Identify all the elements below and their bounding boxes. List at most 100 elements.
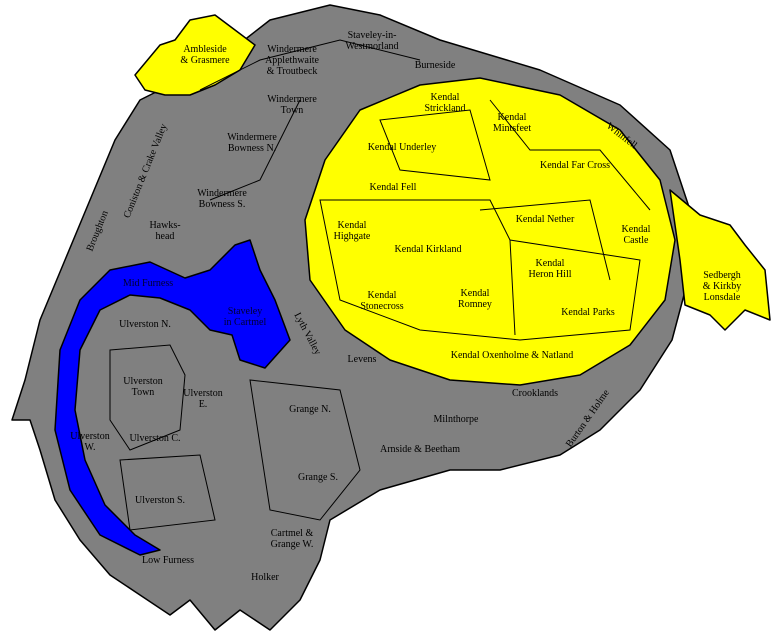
sedbergh-shape (669, 189, 771, 331)
region-label: Kendal Stonecross (360, 290, 403, 312)
label-line: & Troutbeck (267, 66, 318, 77)
label-line: Ambleside (183, 44, 227, 55)
label-line: Staveley (228, 306, 262, 317)
label-line: Bowness N. (228, 143, 276, 154)
label-line: Hawks- (149, 220, 180, 231)
region-label: Milnthorpe (434, 414, 480, 425)
region-label: Grange N. (289, 404, 331, 415)
label-line: Kendal Oxenholme & Natland (451, 350, 573, 361)
boundary (199, 39, 421, 201)
region-label: Kendal Kirkland (395, 244, 462, 255)
label-line: Cartmel & (271, 528, 314, 539)
region-label: Arnside & Beetham (380, 444, 460, 455)
label-line: Kendal Parks (561, 307, 615, 318)
region-label: Crooklands (512, 388, 558, 399)
boundary (479, 99, 651, 336)
label-line: Mintsfeet (493, 123, 532, 134)
region-label: Cartmel & Grange W. (271, 528, 314, 550)
label-line: Ulverston (70, 431, 109, 442)
boundary (319, 199, 641, 341)
label-line: & Grasmere (180, 55, 230, 66)
region-label: Kendal Underley (368, 142, 437, 153)
label-line: Kendal (498, 112, 527, 123)
label-line: Ulverston (123, 376, 162, 387)
label-line: Grange N. (289, 404, 331, 415)
label-line: Romney (458, 299, 492, 310)
label-line: Town (281, 105, 304, 116)
label-line: Arnside & Beetham (380, 444, 460, 455)
region-label: Staveley-in-Westmorland (345, 30, 398, 52)
label-line: Bowness S. (199, 199, 246, 210)
label-line: Applethwaite (265, 55, 319, 66)
label-line: Crooklands (512, 388, 558, 399)
label-line: Kendal (368, 290, 397, 301)
label-line: Kendal (338, 220, 367, 231)
region-label: Mid Furness (123, 278, 173, 289)
label-line: Ulverston (183, 388, 222, 399)
region-label: Kendal Parks (561, 307, 615, 318)
region-label: Kendal Far Cross (540, 160, 610, 171)
label-line: Westmorland (345, 41, 398, 52)
region-label: Hawks-head (149, 220, 180, 242)
label-line: Kendal (431, 92, 460, 103)
region-label: Grange S. (298, 472, 338, 483)
region-label: Windermere Bowness N. (227, 132, 277, 154)
region-label: Staveley in Cartmel (224, 306, 267, 328)
label-line: Stonecross (360, 301, 403, 312)
label-line: E. (199, 399, 208, 410)
label-line: Staveley-in- (348, 30, 397, 41)
label-line: Ulverston N. (119, 319, 171, 330)
label-line: Grange S. (298, 472, 338, 483)
label-line: Ulverston C. (129, 433, 180, 444)
kendal-shape (304, 77, 676, 386)
label-line: Grange W. (271, 539, 314, 550)
label-line: Holker (251, 572, 279, 583)
region-label: Windermere Applethwaite & Troutbeck (265, 44, 319, 77)
region-label: Levens (348, 354, 377, 365)
region-label: Ambleside & Grasmere (180, 44, 230, 66)
region-label: Ulverston S. (135, 495, 185, 506)
region-label: Ulverston N. (119, 319, 171, 330)
region-label: Kendal Castle (622, 224, 651, 246)
label-line: Kendal Far Cross (540, 160, 610, 171)
ambleside-shape (134, 14, 256, 96)
region-label: Ulverston E. (183, 388, 222, 410)
label-line: Castle (624, 235, 650, 246)
region-label: Kendal Highgate (334, 220, 371, 242)
label-line: Windermere (267, 94, 317, 105)
region-label: Kendal Oxenholme & Natland (451, 350, 573, 361)
region-label: Kendal Heron Hill (528, 258, 571, 280)
label-line: Kendal Kirkland (395, 244, 462, 255)
label-line: Highgate (334, 231, 371, 242)
label-line: W. (84, 442, 95, 453)
water-shape (54, 239, 291, 556)
label-line: Burneside (415, 60, 456, 71)
label-line: Ulverston S. (135, 495, 185, 506)
label-line: Windermere (227, 132, 277, 143)
region-label: Ulverston W. (70, 431, 109, 453)
boundary (119, 454, 216, 531)
region-label: Low Furness (142, 555, 194, 566)
boundary (249, 379, 361, 521)
label-line: Kendal (622, 224, 651, 235)
label-line: Levens (348, 354, 377, 365)
boundary (379, 109, 491, 181)
region-label: Windermere Bowness S. (197, 188, 247, 210)
label-line: Mid Furness (123, 278, 173, 289)
label-line: Heron Hill (528, 269, 571, 280)
label-line: Windermere (197, 188, 247, 199)
region-label: Ulverston Town (123, 376, 162, 398)
label-line: in Cartmel (224, 317, 267, 328)
region-label: Burneside (415, 60, 456, 71)
label-line: Milnthorpe (434, 414, 480, 425)
label-line: Kendal Fell (370, 182, 417, 193)
region-label: Sedbergh & Kirkby Lonsdale (703, 270, 742, 303)
label-line: head (156, 231, 175, 242)
region-label: Holker (251, 572, 279, 583)
label-line: Sedbergh (703, 270, 741, 281)
region-label: Windermere Town (267, 94, 317, 116)
label-line: Kendal Nether (516, 214, 575, 225)
label-line: Kendal Underley (368, 142, 437, 153)
region-label: Kendal Fell (370, 182, 417, 193)
